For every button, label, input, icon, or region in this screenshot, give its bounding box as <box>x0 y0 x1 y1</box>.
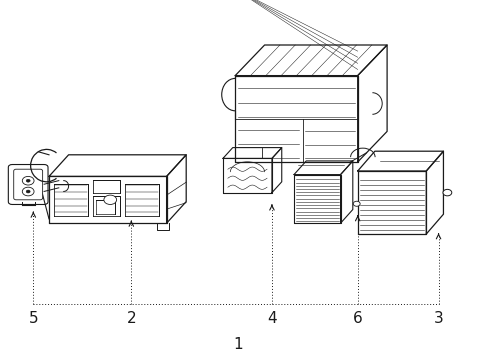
Circle shape <box>443 189 452 196</box>
Circle shape <box>353 201 360 206</box>
Circle shape <box>26 190 30 193</box>
Polygon shape <box>54 184 88 216</box>
Text: 1: 1 <box>233 337 243 352</box>
Text: 2: 2 <box>126 311 136 326</box>
Polygon shape <box>125 184 159 216</box>
Circle shape <box>26 179 30 182</box>
Text: 3: 3 <box>434 311 443 326</box>
Text: 5: 5 <box>28 311 38 326</box>
Circle shape <box>23 176 34 185</box>
Polygon shape <box>223 158 272 193</box>
Polygon shape <box>96 200 115 214</box>
Text: 4: 4 <box>267 311 277 326</box>
Circle shape <box>104 195 117 204</box>
Polygon shape <box>93 180 120 193</box>
FancyBboxPatch shape <box>8 165 48 204</box>
Polygon shape <box>358 171 426 234</box>
Polygon shape <box>294 175 341 223</box>
Circle shape <box>23 187 34 196</box>
Polygon shape <box>235 76 358 162</box>
Polygon shape <box>93 196 120 216</box>
Text: 6: 6 <box>353 311 363 326</box>
FancyBboxPatch shape <box>14 169 43 200</box>
Polygon shape <box>49 176 167 223</box>
